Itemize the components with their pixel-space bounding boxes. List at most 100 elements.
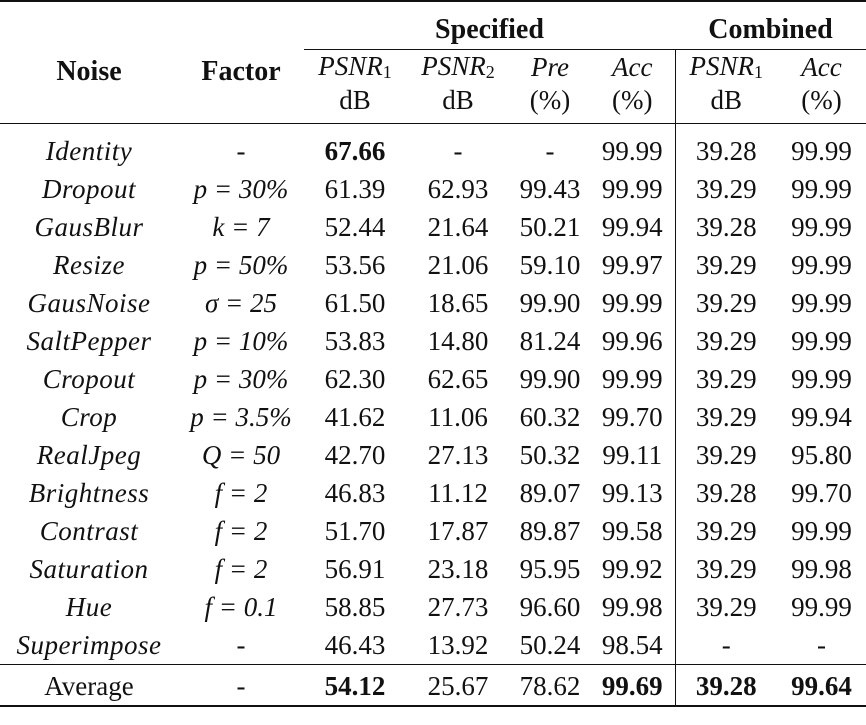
table-row: Superimpose -46.43 13.92 50.24 98.54- - xyxy=(0,626,866,665)
group-combined: Combined xyxy=(675,1,866,50)
cell-factor: - xyxy=(236,629,246,660)
cell-noise: GausBlur xyxy=(34,211,144,242)
cell-psnr2: 62.65 xyxy=(427,363,489,394)
cell-noise: Brightness xyxy=(28,477,150,508)
table-row: GausNoise σ = 25 61.50 18.65 99.90 99.99 39.29… xyxy=(0,284,866,322)
cell-noise: Saturation xyxy=(29,553,149,584)
cell-c_psnr1: 39.28 xyxy=(674,132,777,170)
cell-acc: 99.92 xyxy=(601,553,663,584)
cell-c_acc: 99.99 xyxy=(791,249,852,280)
cell-noise: Contrast xyxy=(39,515,139,546)
table-row: Identity - 67.66 - - 99.99 39.28 99.99 xyxy=(0,132,866,170)
cell-c_acc: - xyxy=(817,629,826,660)
table-row: Crop p = 3.5% 41.62 11.06 60.32 99.70 39.29 99.… xyxy=(0,398,866,436)
cell-factor: f = 2 xyxy=(214,553,268,584)
cell-pre: 89.87 xyxy=(519,515,581,546)
cell-c_acc: 99.98 xyxy=(791,553,852,584)
cell-psnr2: 11.12 xyxy=(428,477,488,508)
table-row: Saturation f = 2 56.91 23.18 95.95 99.92 39.29… xyxy=(0,550,866,588)
cell-pre: 50.32 xyxy=(519,439,581,470)
cell-noise: RealJpeg xyxy=(36,439,142,470)
cell-psnr2: 18.65 xyxy=(427,287,489,318)
table-row: Hue f = 0.1 58.85 27.73 96.60 99.98 39.29 99.99 xyxy=(0,588,866,626)
cell-psnr1: 46.43 xyxy=(324,629,386,660)
cell-acc: 99.94 xyxy=(601,211,663,242)
cell-psnr1: 52.44 xyxy=(324,211,386,242)
cell-c_acc: 99.99 xyxy=(791,515,852,546)
cell-pre: 99.90 xyxy=(519,287,581,318)
cell-factor: Q = 50 xyxy=(201,439,281,470)
col-header-noise: Noise xyxy=(56,55,122,87)
cell-psnr1: 61.50 xyxy=(324,287,386,318)
table-row: SaltPepper p = 10% 53.83 14.80 81.24 99.96 39.… xyxy=(0,322,866,360)
cell-psnr2: 13.92 xyxy=(427,629,489,660)
col-header-psnr2: PSNR2 xyxy=(421,51,495,82)
unit-acc: (%) xyxy=(612,85,653,115)
cell-psnr2: 21.06 xyxy=(427,249,489,280)
cell-pre: 60.32 xyxy=(519,401,581,432)
cell-acc: 99.58 xyxy=(601,515,663,546)
cell-acc: 99.96 xyxy=(601,325,663,356)
cell-psnr1: 56.91 xyxy=(324,553,386,584)
cell-noise: Hue xyxy=(65,591,113,622)
table-row: Dropout p = 30% 61.39 62.93 99.43 99.99 39.29 9… xyxy=(0,170,866,208)
average-factor: - xyxy=(236,670,246,701)
cell-c_psnr1: 39.29 xyxy=(674,322,777,360)
cell-pre: 99.43 xyxy=(519,173,581,204)
table-row: Contrast f = 2 51.70 17.87 89.87 99.58 39.29 99… xyxy=(0,512,866,550)
unit-combined-psnr1: dB xyxy=(674,84,777,124)
group-specified: Specified xyxy=(304,1,675,50)
cell-psnr1: 46.83 xyxy=(324,477,386,508)
cell-acc: 99.99 xyxy=(601,173,663,204)
cell-noise: Identity xyxy=(45,135,133,166)
average-pre: 78.62 xyxy=(519,670,581,701)
cell-c_psnr1: 39.29 xyxy=(674,284,777,322)
cell-factor: f = 2 xyxy=(214,515,268,546)
cell-c_acc: 99.99 xyxy=(791,287,852,318)
cell-c_psnr1: 39.29 xyxy=(674,398,777,436)
average-psnr2: 25.67 xyxy=(427,670,489,701)
cell-pre: 50.21 xyxy=(519,211,581,242)
cell-noise: GausNoise xyxy=(27,287,151,318)
unit-psnr2: dB xyxy=(442,85,474,115)
cell-acc: 98.54 xyxy=(601,629,663,660)
cell-c_psnr1: 39.29 xyxy=(674,170,777,208)
cell-pre: 96.60 xyxy=(519,591,581,622)
cell-c_psnr1: 39.29 xyxy=(674,512,777,550)
table-row: Resize p = 50% 53.56 21.06 59.10 99.97 39.29 99… xyxy=(0,246,866,284)
cell-pre: 59.10 xyxy=(519,249,581,280)
cell-factor: σ = 25 xyxy=(204,287,278,318)
cell-c_acc: 95.80 xyxy=(791,439,852,470)
cell-factor: p = 3.5% xyxy=(190,401,292,432)
cell-c_acc: 99.99 xyxy=(791,325,852,356)
col-header-factor: Factor xyxy=(201,55,281,87)
cell-pre: 95.95 xyxy=(519,553,581,584)
cell-noise: Superimpose xyxy=(16,629,162,660)
col-header-psnr1: PSNR1 xyxy=(318,51,392,82)
cell-psnr2: 23.18 xyxy=(427,553,489,584)
cell-acc: 99.13 xyxy=(601,477,663,508)
cell-factor: f = 2 xyxy=(214,477,268,508)
cell-c_psnr1: 39.28 xyxy=(674,474,777,512)
spacer-row xyxy=(0,123,866,132)
cell-c_psnr1: 39.29 xyxy=(674,246,777,284)
cell-noise: Crop xyxy=(60,401,118,432)
cell-c_psnr1: 39.29 xyxy=(674,436,777,474)
cell-factor: p = 30% xyxy=(193,173,289,204)
unit-combined-acc: (%) xyxy=(801,85,842,115)
cell-noise: SaltPepper xyxy=(26,325,152,356)
table-row: Brightness f = 2 46.83 11.12 89.07 99.13 39.28… xyxy=(0,474,866,512)
cell-acc: 99.99 xyxy=(601,287,663,318)
col-header-combined-psnr1: PSNR1 xyxy=(674,49,777,84)
cell-pre: 89.07 xyxy=(519,477,581,508)
cell-psnr1: 41.62 xyxy=(324,401,386,432)
average-combined-acc: 99.64 xyxy=(791,670,852,701)
cell-psnr2: - xyxy=(453,135,463,166)
cell-psnr2: 62.93 xyxy=(427,173,489,204)
cell-c_psnr1: 39.28 xyxy=(674,208,777,246)
cell-psnr1: 53.56 xyxy=(324,249,386,280)
unit-psnr1: dB xyxy=(339,85,371,115)
average-label: Average xyxy=(44,670,134,701)
col-header-acc: Acc xyxy=(612,51,653,82)
